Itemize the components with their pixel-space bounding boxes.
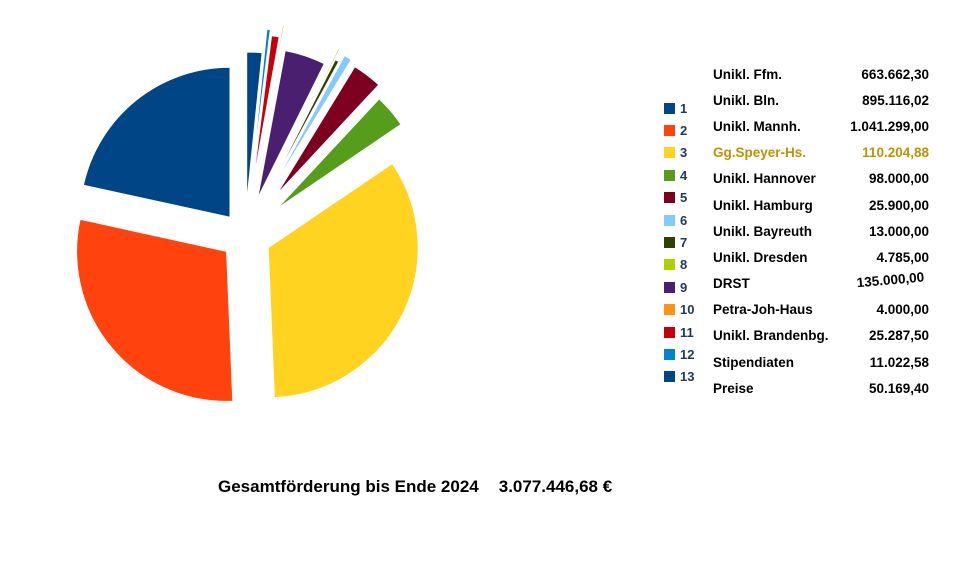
row-label: Preise — [713, 380, 754, 396]
row-label: Unikl. Bayreuth — [713, 223, 813, 239]
pie-slice-3 — [267, 162, 419, 399]
row-value: 11.022,58 — [869, 354, 929, 370]
table-row: Unikl. Hannover 98.000,00 — [713, 166, 929, 192]
legend-color-swatch — [664, 214, 675, 226]
row-label: Unikl. Mannh. — [713, 118, 801, 134]
row-value: 13.000,00 — [868, 223, 929, 239]
pie-slice-5 — [276, 66, 380, 195]
chart-total-title: Gesamtförderung bis Ende 2024 3.077.446,6… — [218, 477, 612, 497]
pie-chart — [76, 24, 419, 402]
pie-slice-6 — [272, 54, 352, 188]
legend-number: 2 — [680, 123, 688, 139]
table-row: Preise 50.169,40 — [713, 375, 929, 401]
pie-slice-8 — [271, 47, 341, 183]
table-row: Unikl. Ffm. 663.662,30 — [713, 61, 929, 87]
row-value: 1.041.299,00 — [850, 118, 929, 134]
row-label: Unikl. Brandenbg. — [713, 328, 829, 344]
legend-number: 11 — [680, 324, 694, 340]
legend-number: 12 — [680, 346, 695, 362]
table-row: Gg.Speyer-Hs. 110.204,88 — [713, 140, 929, 166]
row-value: 110.204,88 — [862, 145, 929, 161]
legend-number: 13 — [680, 369, 695, 385]
legend-item-5: 5 — [664, 187, 694, 209]
legend-number: 5 — [680, 190, 688, 206]
pie-slice-4 — [276, 98, 402, 210]
legend-color-swatch — [664, 125, 675, 137]
legend: 1 2 3 4 5 6 7 8 9 10 11 12 13 — [664, 97, 694, 388]
legend-item-9: 9 — [664, 276, 694, 298]
chart-total-value: 3.077.446,68 € — [498, 477, 613, 496]
legend-color-swatch — [664, 192, 675, 204]
legend-color-swatch — [664, 281, 675, 293]
legend-color-swatch — [664, 371, 675, 383]
pie-slice-9 — [257, 50, 325, 199]
legend-item-12: 12 — [664, 343, 694, 365]
legend-item-13: 13 — [664, 366, 694, 388]
legend-number: 3 — [680, 145, 688, 161]
table-row: Unikl. Bln. 895.116,02 — [713, 87, 929, 113]
legend-number: 1 — [680, 100, 688, 116]
legend-item-10: 10 — [664, 299, 694, 321]
row-label: Unikl. Bln. — [713, 92, 780, 108]
row-label: Unikl. Ffm. — [713, 66, 783, 82]
legend-color-swatch — [664, 326, 675, 338]
legend-item-7: 7 — [664, 231, 694, 253]
table-row: Unikl. Hamburg 25.900,00 — [713, 192, 929, 218]
pie-slice-2 — [76, 218, 234, 402]
row-value: 98.000,00 — [868, 171, 929, 187]
table-row: Unikl. Dresden 4.785,00 — [713, 244, 929, 270]
table-row: Unikl. Mannh. 1.041.299,00 — [713, 113, 929, 139]
legend-color-swatch — [664, 147, 675, 159]
pie-slice-7 — [266, 59, 340, 194]
row-value: 25.900,00 — [868, 197, 929, 213]
legend-item-4: 4 — [664, 164, 694, 186]
table-row: Unikl. Brandenbg. 25.287,50 — [713, 323, 929, 349]
legend-item-11: 11 — [664, 321, 694, 343]
row-label: Petra-Joh-Haus — [713, 302, 813, 318]
legend-number: 6 — [680, 212, 688, 228]
legend-color-swatch — [664, 304, 675, 316]
legend-number: 7 — [680, 235, 688, 251]
legend-color-swatch — [664, 348, 675, 360]
legend-item-6: 6 — [664, 209, 694, 231]
row-label: Stipendiaten — [713, 354, 795, 370]
row-value: 4.000,00 — [876, 302, 929, 318]
legend-item-1: 1 — [664, 97, 694, 119]
row-label: Gg.Speyer-Hs. — [713, 145, 807, 161]
legend-item-2: 2 — [664, 119, 694, 141]
legend-color-swatch — [664, 102, 675, 114]
row-label: Unikl. Hannover — [713, 171, 816, 187]
row-label: DRST — [713, 276, 750, 292]
row-value: 663.662,30 — [861, 66, 929, 82]
row-label: Unikl. Hamburg — [713, 197, 813, 213]
data-table: Unikl. Ffm. 663.662,30 Unikl. Bln. 895.116,… — [713, 61, 929, 401]
row-value: 135.000,00 — [856, 269, 926, 291]
table-row: DRST 135.000,00 — [713, 269, 929, 297]
row-value: 50.169,40 — [868, 380, 929, 396]
pie-slice-13 — [246, 51, 263, 203]
pie-slice-1 — [82, 66, 231, 218]
row-value: 4.785,00 — [876, 249, 929, 265]
legend-number: 10 — [680, 302, 695, 318]
legend-color-swatch — [664, 237, 675, 249]
legend-number: 9 — [680, 279, 688, 295]
table-row: Unikl. Bayreuth 13.000,00 — [713, 218, 929, 244]
pie-slice-10 — [256, 24, 285, 174]
row-value: 895.116,02 — [862, 92, 929, 108]
pie-slice-11 — [252, 35, 280, 185]
legend-item-3: 3 — [664, 142, 694, 164]
pie-area — [10, 8, 470, 468]
pie-slice-12 — [251, 28, 271, 179]
table-row: Stipendiaten 11.022,58 — [713, 349, 929, 375]
legend-color-swatch — [664, 169, 675, 181]
legend-number: 4 — [680, 167, 688, 183]
chart-total-label: Gesamtförderung bis Ende 2024 — [218, 477, 479, 496]
legend-color-swatch — [664, 259, 675, 271]
legend-number: 8 — [680, 257, 688, 273]
row-value: 25.287,50 — [868, 328, 929, 344]
legend-item-8: 8 — [664, 254, 694, 276]
table-row: Petra-Joh-Haus 4.000,00 — [713, 297, 929, 323]
row-label: Unikl. Dresden — [713, 249, 808, 265]
